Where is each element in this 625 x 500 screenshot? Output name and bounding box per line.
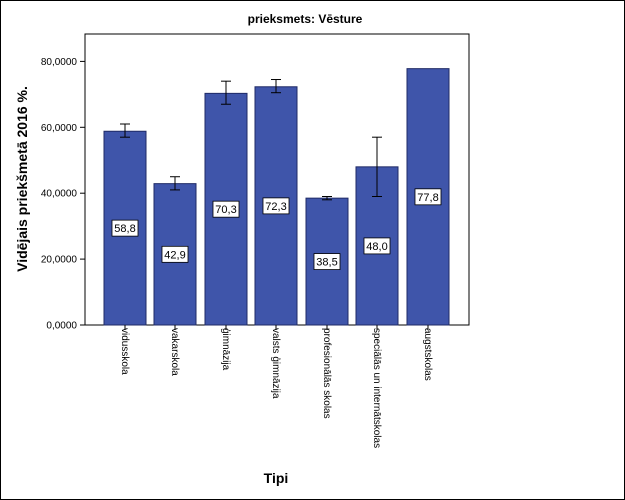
y-axis-title: Vidējais priekšmetā 2016 %. [14, 86, 30, 272]
data-label-box [262, 197, 290, 215]
chart-title: prieksmets: Vēsture [248, 12, 363, 26]
y-tick-label: 20,0000 [41, 255, 78, 266]
data-label: 38,5 [316, 257, 337, 269]
data-label: 58,8 [114, 223, 135, 235]
x-axis-title: Tipi [264, 470, 289, 486]
category-label: ģimnāzija [220, 328, 233, 371]
category-label: speciālās un internātskolas [371, 328, 382, 448]
category-label: profesionālās skolas [321, 328, 332, 419]
y-tick-label: 80,0000 [41, 57, 78, 68]
data-label: 72,3 [265, 201, 286, 213]
data-label: 48,0 [366, 241, 387, 253]
y-tick-label: 40,0000 [41, 189, 78, 200]
y-axis-ticks: 0,0000 20,0000 40,0000 60,0000 80,0000 [41, 57, 85, 332]
data-label-box [363, 237, 391, 255]
y-tick-label: 60,0000 [41, 123, 78, 134]
data-label: 42,9 [164, 249, 185, 261]
category-label: vakarskola [169, 328, 180, 376]
data-label-box [313, 253, 341, 270]
category-labels-group: vidusskola vakarskola ģimnāzija valsts ģimn… [119, 325, 433, 448]
data-label-box [161, 245, 189, 263]
data-label-box [111, 219, 139, 237]
data-label: 70,3 [215, 204, 236, 216]
data-label: 77,8 [417, 192, 438, 204]
data-labels-group: 58,8 42,9 70,3 72,3 38,5 48,0 77,8 [111, 188, 442, 270]
data-label-box [212, 200, 240, 218]
data-label-box [414, 188, 442, 206]
category-label: vidusskola [119, 328, 130, 375]
category-label: valsts ģimnāzija [270, 328, 283, 399]
error-bars-group [120, 79, 382, 201]
y-tick-label: 0,0000 [46, 321, 77, 332]
category-label: augstskolas [422, 328, 433, 381]
